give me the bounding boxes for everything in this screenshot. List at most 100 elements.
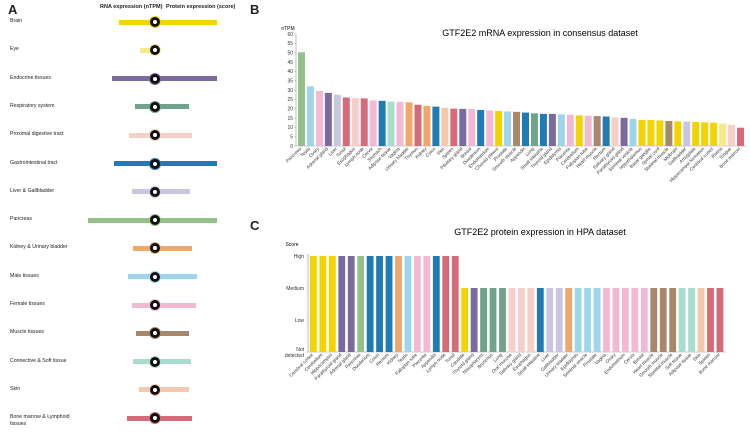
bar [611, 117, 619, 146]
organ-expression-bar [139, 47, 157, 53]
organ-expression-bar [131, 189, 191, 195]
organ-icon [149, 242, 161, 255]
bar [450, 108, 458, 146]
bar [593, 116, 601, 146]
organ-icon [149, 129, 161, 142]
x-tick-label: Skin [436, 146, 446, 156]
organ-label: Brain [10, 18, 23, 24]
bar [603, 288, 610, 352]
organ-label: Skin [10, 385, 21, 392]
x-tick-label: Lung [524, 146, 535, 157]
bar [638, 119, 646, 146]
bar [360, 98, 368, 146]
x-tick-label: Liver [540, 352, 551, 363]
bar [539, 113, 547, 146]
organ-icon [149, 16, 161, 28]
bar [527, 288, 535, 352]
bar [495, 110, 503, 146]
bar [548, 113, 556, 146]
bar [683, 121, 691, 146]
bar [347, 256, 355, 352]
bar [468, 109, 476, 146]
organ-expression-bar [118, 19, 218, 25]
organ-label: Endocrine tissues [10, 74, 51, 81]
bar [451, 256, 459, 352]
bar [688, 288, 695, 352]
bar [612, 288, 620, 352]
bar [357, 256, 365, 352]
panel-c-letter: C [250, 218, 260, 233]
organ-expression-bar [133, 359, 192, 365]
organ-summary-panel: A RNA expression (nTPM) Protein expressi… [0, 0, 245, 433]
bar [710, 122, 718, 146]
bar [396, 101, 404, 146]
bar [459, 108, 467, 146]
bar [536, 288, 544, 352]
bar [366, 256, 374, 352]
bar [315, 90, 323, 146]
bar [719, 123, 727, 146]
bar [461, 288, 469, 352]
organ-label: Connective & Soft tissue [10, 357, 67, 364]
y-tick-label: 20 [287, 106, 293, 112]
organ-expression-bar [133, 245, 192, 251]
bar [342, 97, 350, 146]
mrna-expression-chart: GTF2E2 mRNA expression in consensus data… [281, 26, 746, 183]
bar [378, 100, 386, 146]
bar [555, 288, 563, 352]
bar [376, 256, 383, 352]
bar [405, 102, 413, 146]
organ-icon [149, 327, 161, 340]
organ-icon [149, 157, 161, 170]
panel-a-letter: A [8, 2, 18, 17]
x-tick-label: Liver [327, 146, 338, 157]
bar [678, 288, 686, 352]
bar [432, 106, 440, 146]
organ-icon [149, 355, 161, 368]
bar [442, 256, 450, 352]
bar [504, 111, 512, 146]
y-tick-label: 30 [287, 88, 293, 94]
bar [674, 121, 682, 146]
chart-title: GTF2E2 mRNA expression in consensus data… [442, 28, 638, 38]
bar [697, 288, 705, 352]
y-axis-label: nTPM [281, 26, 294, 32]
rna-expression-header: RNA expression (nTPM) [100, 4, 163, 10]
organ-expression-bar [135, 104, 190, 110]
y-tick-label: 55 [287, 41, 293, 47]
y-axis-label: Score [285, 242, 298, 248]
organ-icon [149, 44, 161, 57]
bar [728, 124, 736, 146]
organ-label: Kidney & Urinary bladder [10, 244, 68, 251]
bar [737, 127, 745, 146]
bar [565, 288, 573, 352]
y-tick-label: 35 [287, 78, 293, 84]
bar [470, 288, 478, 352]
bar [414, 256, 421, 352]
x-tick-label: Tonsil [335, 146, 347, 158]
organ-label: Proximal digestive tract [10, 131, 64, 138]
y-tick-label: 60 [287, 32, 293, 38]
organ-icon [149, 72, 161, 85]
bar [441, 107, 449, 146]
bar [546, 288, 554, 352]
bar [522, 112, 529, 146]
bar [480, 288, 487, 352]
bar [338, 256, 346, 352]
organ-expression-bar [131, 302, 196, 308]
protein-expression-chart: GTF2E2 protein expression in HPA dataset… [285, 227, 726, 381]
bar [489, 288, 497, 352]
organ-label: Respiratory system [10, 102, 55, 109]
bar [486, 110, 494, 146]
bar [593, 288, 601, 352]
bar [602, 116, 610, 146]
chart-title: GTF2E2 protein expression in HPA dataset [454, 227, 626, 237]
organ-label: Female tissues [10, 301, 45, 307]
bar [650, 288, 658, 352]
bar [647, 120, 655, 146]
organ-label: Pancreas [10, 216, 32, 223]
organ-label: Male tissues [10, 272, 39, 279]
bar [716, 288, 724, 352]
bar [310, 256, 317, 352]
bar [324, 92, 332, 146]
